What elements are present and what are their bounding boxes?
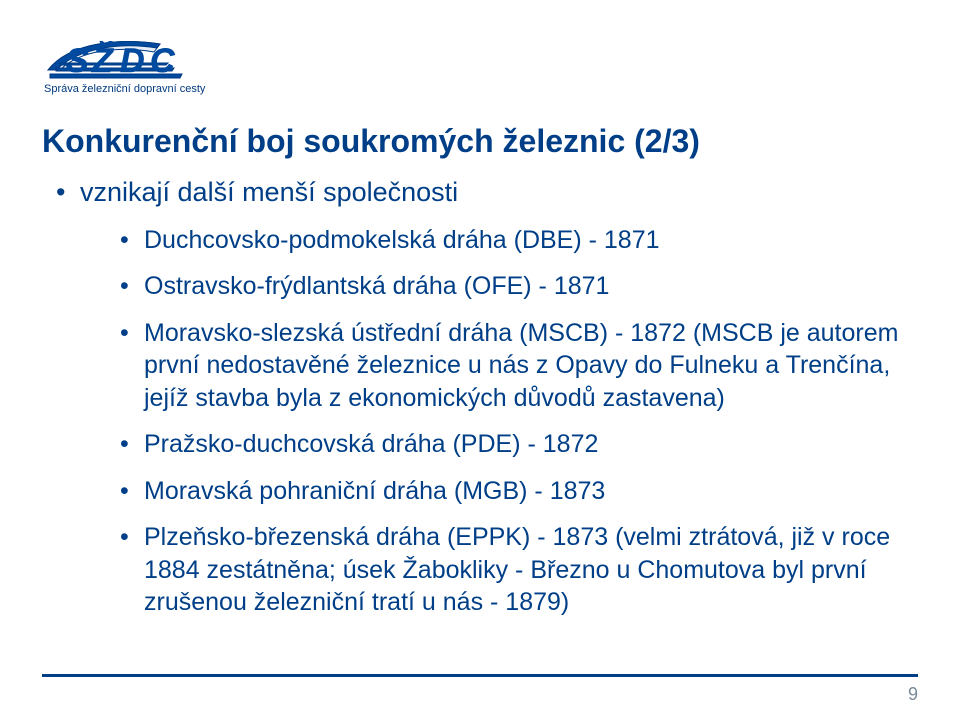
level2-item-text: Moravsko-slezská ústřední dráha (MSCB) -… <box>144 319 898 412</box>
level2-item: Duchcovsko-podmokelská dráha (DBE) - 187… <box>120 224 918 257</box>
szdc-logo-svg: S Ž D C Správa železniční dopravní cesty <box>42 30 232 96</box>
logo-subtext: Správa železniční dopravní cesty <box>44 83 206 95</box>
level2-item-text: Moravská pohraniční dráha (MGB) - 1873 <box>144 477 605 505</box>
level2-item: Plzeňsko-březenská dráha (EPPK) - 1873 (… <box>120 521 918 619</box>
logo-letter-s: S <box>66 42 89 80</box>
logo: S Ž D C Správa železniční dopravní cesty <box>42 30 918 101</box>
footer-divider <box>42 674 918 677</box>
logo-letter-d: D <box>120 42 145 80</box>
level2-item-text: Plzeňsko-březenská dráha (EPPK) - 1873 (… <box>144 523 890 616</box>
level2-item-text: Pražsko-duchcovská dráha (PDE) - 1872 <box>144 430 598 458</box>
level2-item: Moravsko-slezská ústřední dráha (MSCB) -… <box>120 317 918 415</box>
level2-item: Moravská pohraniční dráha (MGB) - 1873 <box>120 475 918 508</box>
level1-item: vznikají další menší společnosti Duchcov… <box>56 176 918 619</box>
bullet-list-level1: vznikají další menší společnosti Duchcov… <box>42 176 918 619</box>
level2-item: Ostravsko-frýdlantská dráha (OFE) - 1871 <box>120 270 918 303</box>
bullet-list-level2: Duchcovsko-podmokelská dráha (DBE) - 187… <box>80 224 918 619</box>
logo-letter-z: Ž <box>91 42 114 80</box>
slide: S Ž D C Správa železniční dopravní cesty… <box>0 0 960 719</box>
level1-item-text: vznikají další menší společnosti <box>80 177 458 207</box>
slide-title: Konkurenční boj soukromých železnic (2/3… <box>42 123 918 160</box>
level2-item-text: Ostravsko-frýdlantská dráha (OFE) - 1871 <box>144 272 609 300</box>
logo-letter-c: C <box>150 42 175 80</box>
page-number: 9 <box>908 684 918 705</box>
level2-item: Pražsko-duchcovská dráha (PDE) - 1872 <box>120 428 918 461</box>
level2-item-text: Duchcovsko-podmokelská dráha (DBE) - 187… <box>144 226 660 254</box>
